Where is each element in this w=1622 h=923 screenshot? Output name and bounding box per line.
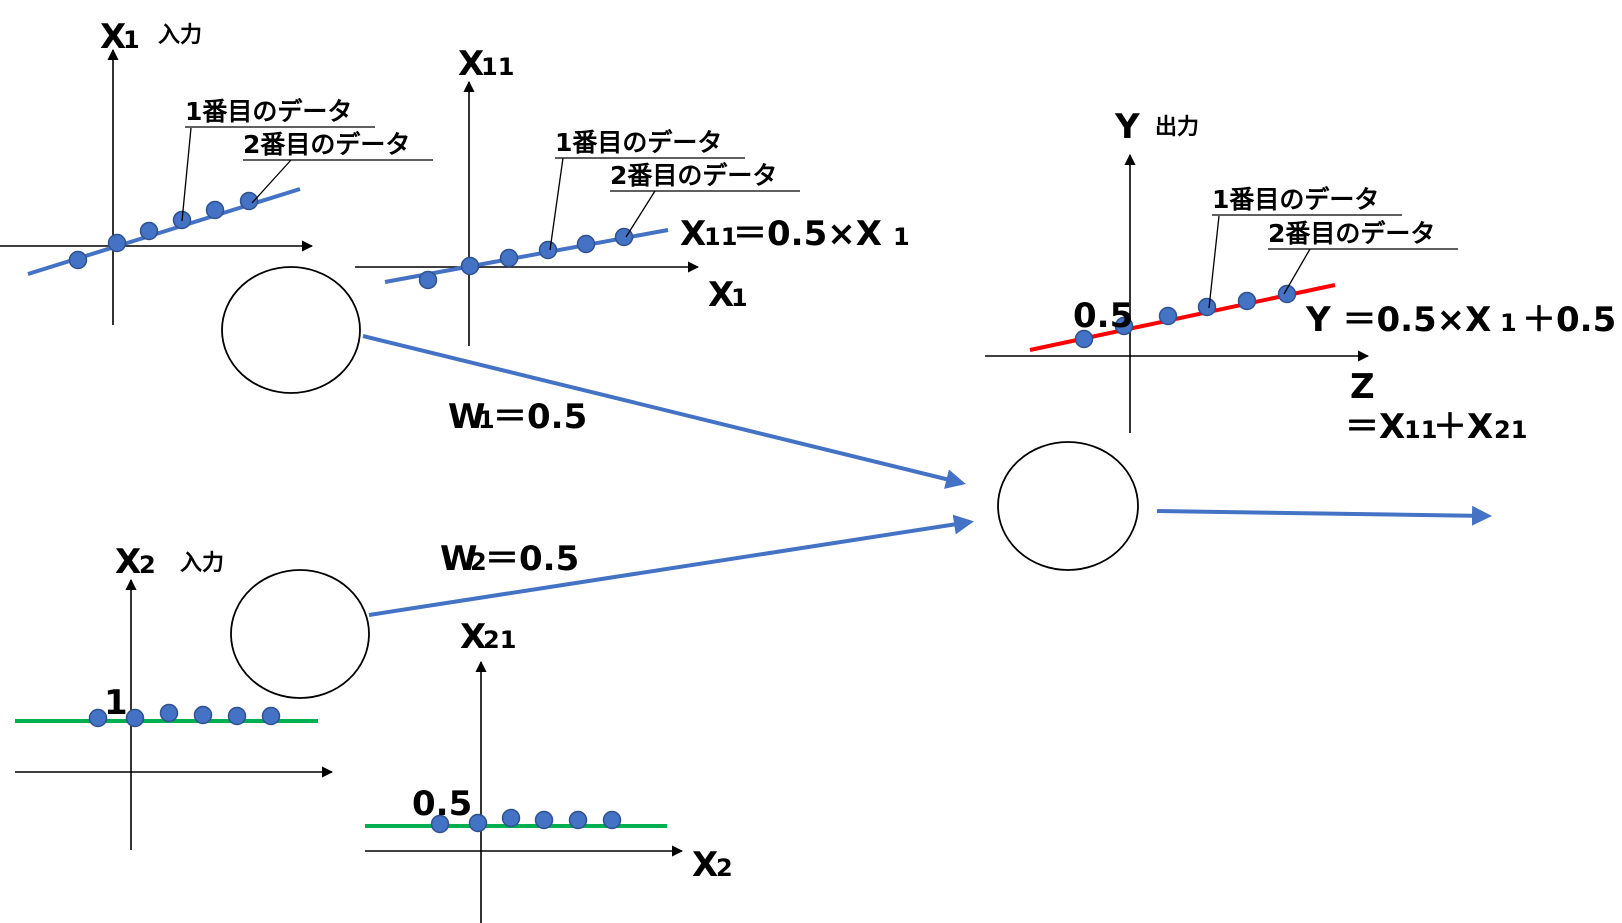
data-point <box>1114 316 1134 336</box>
data-point <box>1237 291 1257 311</box>
data-point <box>193 705 213 725</box>
data-point <box>88 708 108 728</box>
y-note-first-data: 1番目のデータ <box>1212 185 1379 214</box>
weight-arrow-2 <box>368 514 974 617</box>
x11-dot-group <box>418 227 634 290</box>
y-note-second-data: 2番目のデータ <box>1268 219 1435 248</box>
z-formula-a: ＝X <box>1345 407 1405 447</box>
x21-axis-subscript: 21 <box>483 626 516 654</box>
x1-note-first-leader <box>181 127 192 222</box>
data-point <box>1158 306 1178 326</box>
x11-note-second-data: 2番目のデータ <box>610 161 777 190</box>
data-point <box>499 248 519 268</box>
x21-axis-label: X <box>460 617 486 657</box>
x21-level-label: 0.5 <box>412 784 472 824</box>
plot-x11: X 11 1番目のデータ 2番目のデータ X 11 ＝0.5×X 1 X 1 <box>355 44 910 346</box>
data-point <box>261 706 281 726</box>
data-point <box>107 233 127 253</box>
x1-axis-label: X <box>100 17 126 57</box>
data-point <box>534 810 554 830</box>
x1-caption: 入力 <box>158 23 202 48</box>
x11-note-second-leader <box>625 190 656 238</box>
input-node-2 <box>230 569 370 699</box>
y-note-second-leader <box>1283 248 1311 295</box>
z-formula-b: ＋X <box>1433 407 1493 447</box>
x2-level-label: 1 <box>104 683 128 723</box>
x11-formula-rhs-subscript: 1 <box>893 223 910 251</box>
weight-arrow-1 <box>362 334 966 489</box>
w1-value: ＝0.5 <box>493 397 587 437</box>
data-point <box>139 221 159 241</box>
x1-axis-subscript: 1 <box>123 26 140 54</box>
data-point <box>239 191 259 211</box>
x11-formula-lhs-subscript: 11 <box>704 223 737 251</box>
data-point <box>227 706 247 726</box>
x11-x-axis-subscript: 1 <box>731 284 748 312</box>
w1-subscript: 1 <box>478 406 495 434</box>
data-point <box>125 708 145 728</box>
y-caption: 出力 <box>1155 115 1199 140</box>
w2-label: W <box>440 539 478 579</box>
data-point <box>1197 297 1217 317</box>
x1-note-first-data: 1番目のデータ <box>185 97 352 126</box>
data-point <box>460 256 480 276</box>
y-formula-main: Y ＝0.5×X <box>1305 300 1491 340</box>
x11-axis-subscript: 11 <box>481 53 514 81</box>
x21-x-axis-label: X <box>692 845 718 885</box>
x2-axis-label: X <box>115 542 141 582</box>
w2-value: ＝0.5 <box>485 539 579 579</box>
x11-note-first-data: 1番目のデータ <box>555 128 722 157</box>
plot-x2-input: X 2 入力 1 <box>15 542 334 850</box>
plot-y-output: Y 出力 1番目のデータ 2番目のデータ 0.5 Y ＝0.5×X 1 ＋0.5… <box>985 107 1616 447</box>
y-formula-subscript: 1 <box>1500 309 1517 337</box>
data-point <box>501 808 521 828</box>
x11-note-first-leader <box>549 157 564 251</box>
data-point <box>602 810 622 830</box>
output-arrow <box>1156 505 1492 526</box>
y-note-first-leader <box>1208 215 1220 309</box>
x1-note-second-data: 2番目のデータ <box>243 130 410 159</box>
y-intercept-label: 0.5 <box>1073 296 1133 336</box>
y-dot-group <box>1074 284 1297 349</box>
x2-caption: 入力 <box>180 551 224 576</box>
x11-axis-label: X <box>458 44 484 84</box>
data-point <box>159 703 179 723</box>
data-point <box>418 270 438 290</box>
x21-x-axis-subscript: 2 <box>716 854 733 882</box>
plot-x1-input: X 1 入力 1番目のデータ 2番目のデータ <box>0 17 433 325</box>
data-point <box>1074 329 1094 349</box>
data-point <box>68 250 88 270</box>
data-point <box>538 240 558 260</box>
x11-formula-rhs: ＝0.5×X <box>733 214 882 254</box>
x21-dot-group <box>430 808 622 834</box>
y-formula-tail: ＋0.5 <box>1522 300 1616 340</box>
plot-x21: X 21 0.5 X 2 <box>365 617 733 923</box>
x11-x-axis-label: X <box>708 275 734 315</box>
data-point <box>468 813 488 833</box>
input-node-1 <box>221 266 361 394</box>
data-point <box>1277 284 1297 304</box>
w2-subscript: 2 <box>470 548 487 576</box>
data-point <box>576 234 596 254</box>
network: W 1 ＝0.5 W 2 ＝0.5 <box>221 266 1492 699</box>
z-formula-b-subscript: 21 <box>1494 416 1527 444</box>
output-node <box>997 441 1139 571</box>
data-point <box>430 814 450 834</box>
x2-axis-subscript: 2 <box>139 551 156 579</box>
x2-dot-group <box>88 703 281 728</box>
z-formula-a-subscript: 11 <box>1404 416 1437 444</box>
x11-formula-lhs: X <box>680 214 706 254</box>
data-point <box>205 200 225 220</box>
data-point <box>568 810 588 830</box>
x1-data-line <box>27 187 301 276</box>
x1-note-second-leader <box>251 159 292 204</box>
w1-label: W <box>448 397 486 437</box>
y-axis-label: Y <box>1114 107 1140 147</box>
z-axis-label: Z <box>1350 367 1375 407</box>
